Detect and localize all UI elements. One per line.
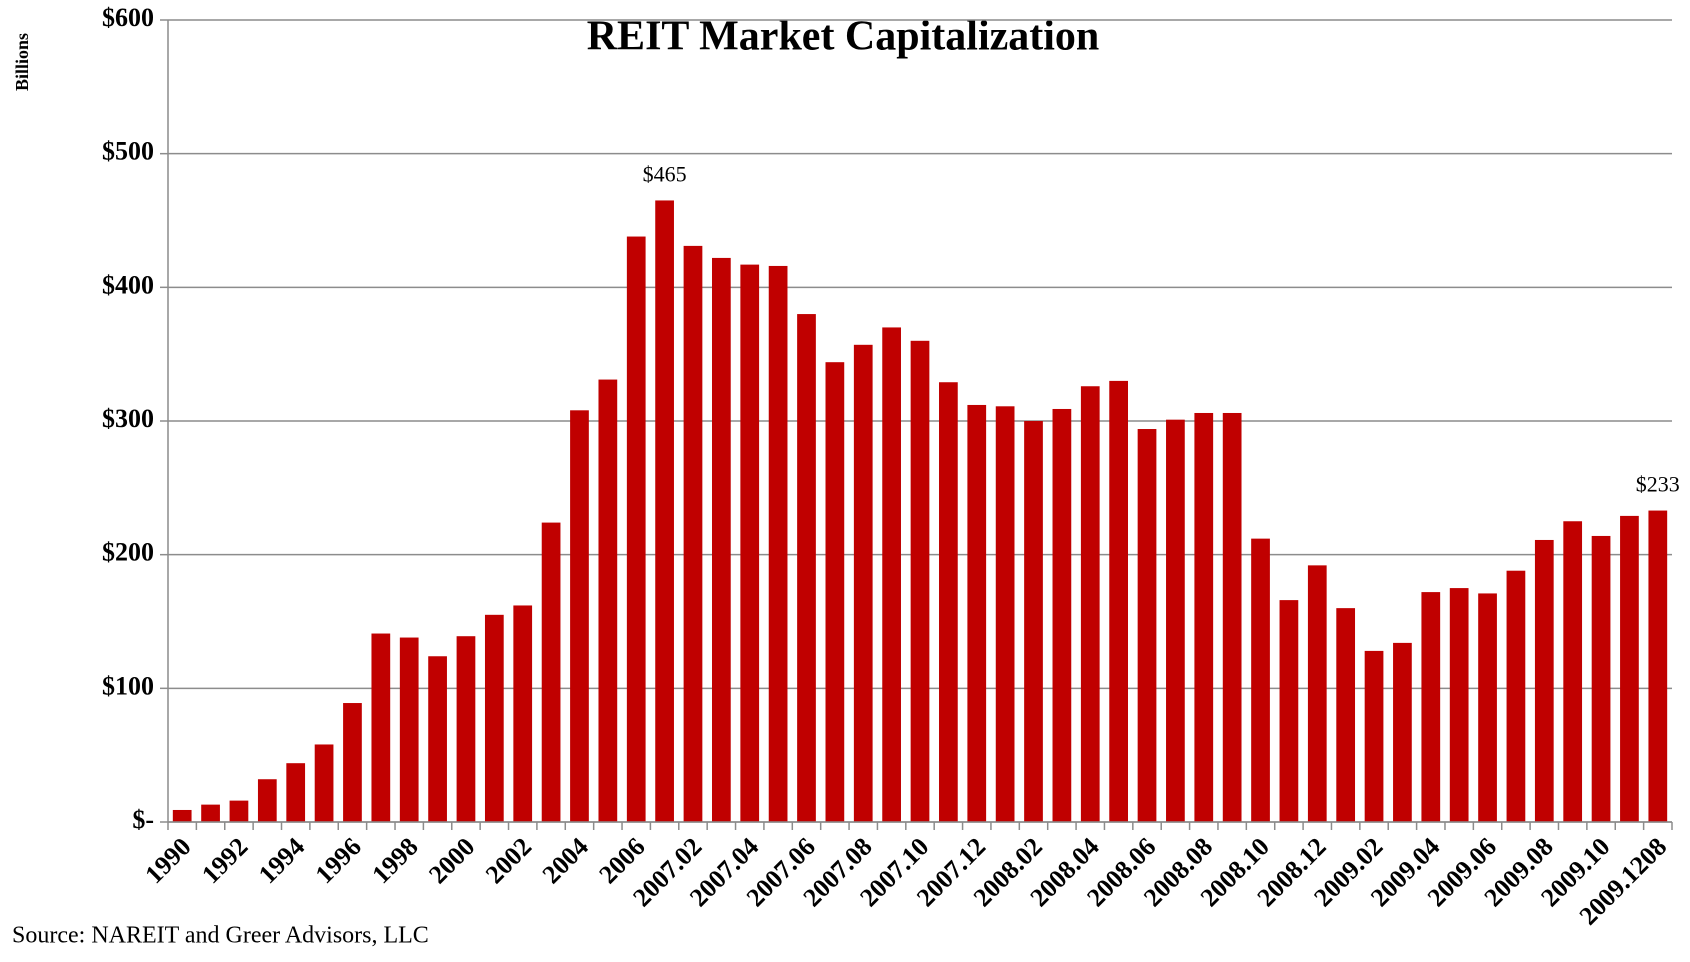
data-label: $233: [1636, 472, 1680, 497]
bar: [399, 637, 419, 822]
bar: [229, 800, 249, 822]
bar: [967, 404, 987, 822]
bar: [1563, 521, 1583, 822]
bar: [541, 522, 561, 822]
x-tick-label: 1992: [196, 832, 253, 889]
x-tick-label: 2002: [480, 832, 537, 889]
x-tick-label: 2004: [537, 832, 594, 889]
bar: [172, 809, 192, 822]
y-tick-label: $200: [102, 538, 154, 567]
bar: [1393, 642, 1412, 822]
bar: [995, 406, 1015, 822]
bar: [1222, 412, 1242, 822]
bar: [1024, 421, 1043, 822]
bar: [1364, 650, 1384, 822]
bar: [683, 245, 703, 822]
y-tick-label: $300: [102, 404, 154, 433]
bar: [1478, 593, 1497, 822]
y-tick-label: $-: [132, 805, 154, 834]
bar: [257, 779, 277, 822]
bar: [201, 804, 220, 822]
data-label: $465: [643, 161, 687, 186]
y-tick-label: $600: [102, 3, 154, 32]
bar: [371, 633, 391, 822]
bar: [1080, 386, 1100, 822]
chart-title: REIT Market Capitalization: [587, 14, 1100, 60]
bar: [1620, 515, 1639, 822]
bar: [1648, 510, 1668, 822]
bar: [853, 344, 873, 822]
bar: [655, 200, 674, 822]
y-tick-label: $100: [102, 671, 154, 700]
bar: [1534, 539, 1554, 822]
x-tick-label: 1994: [253, 832, 310, 889]
bar: [1279, 600, 1299, 822]
bar: [428, 656, 447, 822]
bar: [598, 379, 618, 822]
bar: [343, 703, 362, 822]
bar: [910, 340, 930, 822]
bar: [882, 327, 901, 822]
x-tick-label: 2000: [423, 832, 480, 889]
x-tick-label: 1990: [139, 832, 196, 889]
bar: [1307, 565, 1327, 822]
x-tick-label: 1998: [366, 832, 423, 889]
bar: [456, 636, 476, 822]
bar: [797, 314, 816, 822]
bar: [626, 236, 646, 823]
bar: [570, 410, 589, 822]
bar: [513, 605, 533, 822]
bar: [1449, 588, 1469, 822]
y-axis-label: Billions: [12, 33, 32, 91]
bar: [1109, 380, 1129, 822]
bar: [939, 382, 958, 822]
bar: [1137, 429, 1157, 822]
bar: [825, 362, 845, 822]
bar: [740, 264, 760, 822]
bar: [768, 265, 788, 822]
bar: [1052, 408, 1072, 822]
bar: [1421, 592, 1441, 822]
bar: [484, 614, 504, 822]
bar: [1591, 535, 1611, 822]
bar: [314, 744, 334, 822]
bar: [1166, 419, 1185, 822]
bar: [1194, 412, 1214, 822]
source-note: Source: NAREIT and Greer Advisors, LLC: [12, 923, 429, 949]
y-tick-label: $500: [102, 137, 154, 166]
bar: [711, 257, 731, 823]
x-tick-label: 1996: [310, 832, 367, 889]
bar: [286, 763, 306, 822]
y-tick-label: $400: [102, 270, 154, 299]
bar: [1336, 608, 1356, 822]
bar: [1506, 570, 1526, 822]
bar: [1251, 538, 1270, 822]
